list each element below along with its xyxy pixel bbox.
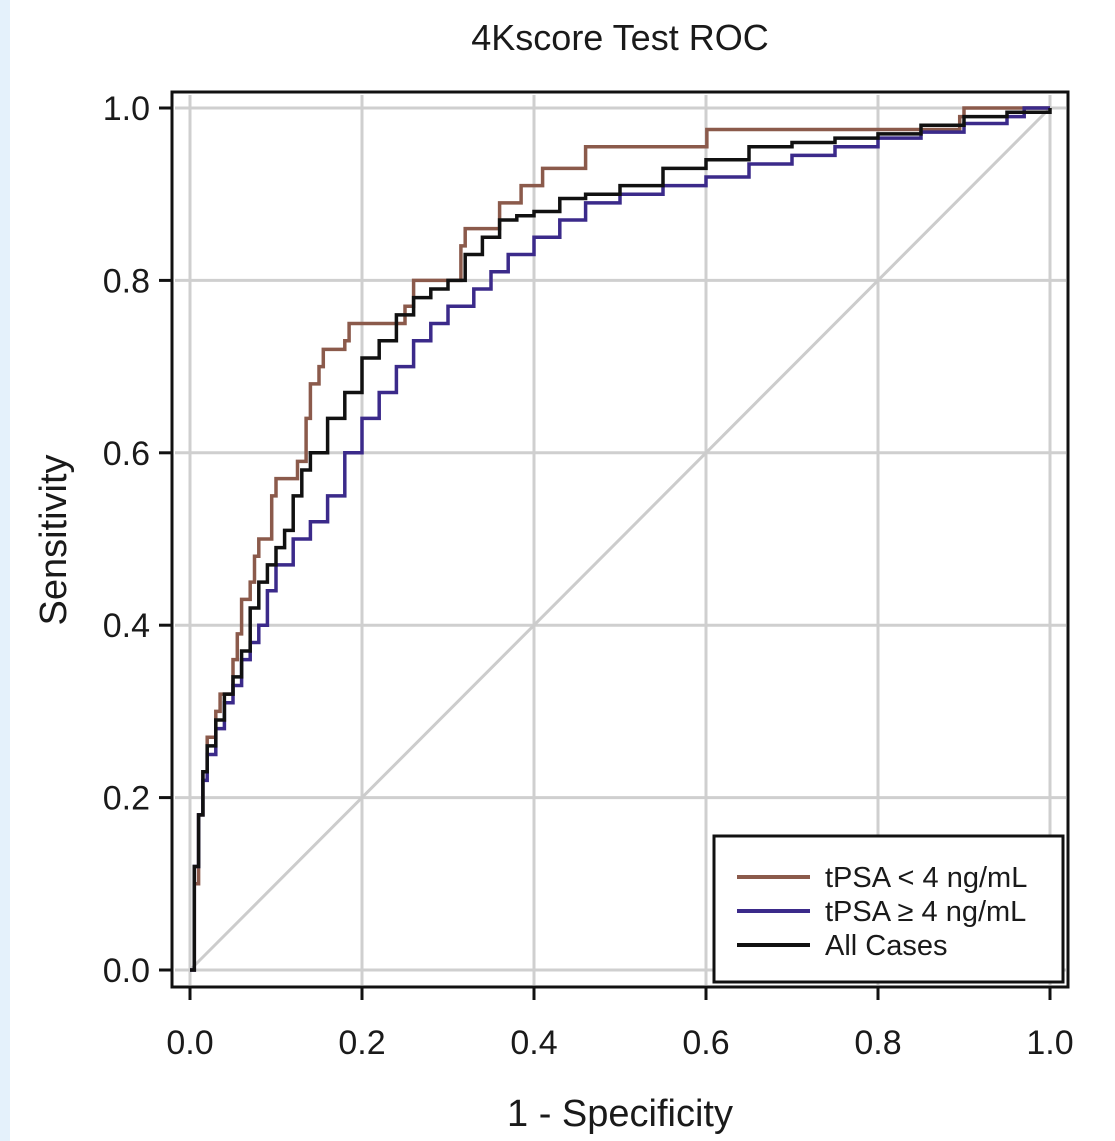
chart-frame: 0.0 0.0 0.2 0.2 0.4 0.4 0.6 0.6 0.8 0.8 1.0 1.0 4Ks… bbox=[10, 0, 1115, 1141]
chart-title: 4Kscore Test ROC bbox=[471, 17, 768, 58]
y-tick-label: 1.0 bbox=[103, 90, 150, 128]
x-tick-label: 0.2 bbox=[338, 1024, 385, 1062]
series-layer bbox=[190, 106, 1052, 972]
x-tick-label: 0.6 bbox=[682, 1024, 729, 1062]
legend-label: tPSA < 4 ng/mL bbox=[825, 862, 1027, 894]
reference-diagonal-line bbox=[188, 106, 1052, 972]
x-axis-label: 1 - Specificity bbox=[507, 1093, 733, 1135]
x-tick-label: 1.0 bbox=[1026, 1024, 1073, 1062]
legend-label: tPSA ≥ 4 ng/mL bbox=[825, 896, 1026, 928]
series-line-1 bbox=[190, 106, 1050, 972]
series-line-2 bbox=[190, 108, 1052, 972]
plot-border bbox=[170, 90, 1070, 989]
y-tick-label: 0.6 bbox=[103, 435, 150, 473]
x-tick-label: 0.8 bbox=[854, 1024, 901, 1062]
y-tick-label: 0.2 bbox=[103, 780, 150, 818]
y-tick-label: 0.0 bbox=[103, 952, 150, 990]
x-tick-label: 0.0 bbox=[166, 1024, 213, 1062]
reference-layer bbox=[188, 106, 1052, 972]
roc-chart: 0.0 0.0 0.2 0.2 0.4 0.4 0.6 0.6 0.8 0.8 1.0 1.0 4Ks… bbox=[33, 17, 1074, 1135]
y-tick-label: 0.4 bbox=[103, 607, 150, 645]
tick-layer: 0.0 0.0 0.2 0.2 0.4 0.4 0.6 0.6 0.8 0.8 1.0 1.0 bbox=[103, 90, 1074, 1062]
y-tick-label: 0.8 bbox=[103, 262, 150, 300]
x-tick-label: 0.4 bbox=[510, 1024, 557, 1062]
legend-label: All Cases bbox=[825, 930, 948, 962]
y-axis-label: Sensitivity bbox=[33, 454, 75, 625]
